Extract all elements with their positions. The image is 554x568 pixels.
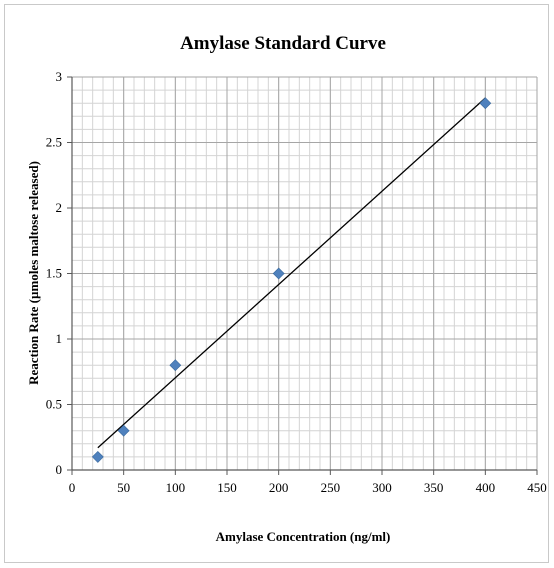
tick-labels: 0 50 100 150 200 250 300 350 400 450 0 0.5 1 1.5 2 2.5 3: [46, 69, 547, 495]
x-tick-label: 350: [424, 480, 444, 495]
y-tick-label: 2: [56, 200, 63, 215]
trendline: [97, 97, 486, 449]
x-tick-label: 100: [166, 480, 186, 495]
data-point: [117, 424, 130, 437]
chart-title: Amylase Standard Curve: [180, 33, 386, 54]
trendline-layer: [97, 97, 486, 449]
y-tick-label: 0.5: [46, 397, 62, 412]
x-tick-label: 150: [217, 480, 237, 495]
x-tick-label: 0: [69, 480, 76, 495]
y-tick-label: 0: [56, 462, 63, 477]
data-points: [91, 97, 492, 463]
y-axis-label: Reaction Rate (µmoles maltose released): [26, 161, 41, 385]
x-tick-label: 200: [269, 480, 289, 495]
x-tick-label: 250: [321, 480, 341, 495]
y-tick-label: 3: [56, 69, 63, 84]
data-point: [272, 267, 285, 280]
y-tick-label: 2.5: [46, 135, 62, 150]
y-tick-label: 1: [56, 331, 63, 346]
data-point: [91, 450, 104, 463]
grid: [71, 76, 538, 471]
x-tick-label: 300: [372, 480, 392, 495]
x-tick-label: 400: [476, 480, 496, 495]
axes: [67, 76, 538, 475]
x-tick-label: 50: [117, 480, 130, 495]
x-axis-label: Amylase Concentration (ng/ml): [216, 529, 391, 544]
x-tick-label: 450: [527, 480, 547, 495]
data-point: [169, 359, 182, 372]
data-point: [479, 97, 492, 110]
y-tick-label: 1.5: [46, 266, 62, 281]
